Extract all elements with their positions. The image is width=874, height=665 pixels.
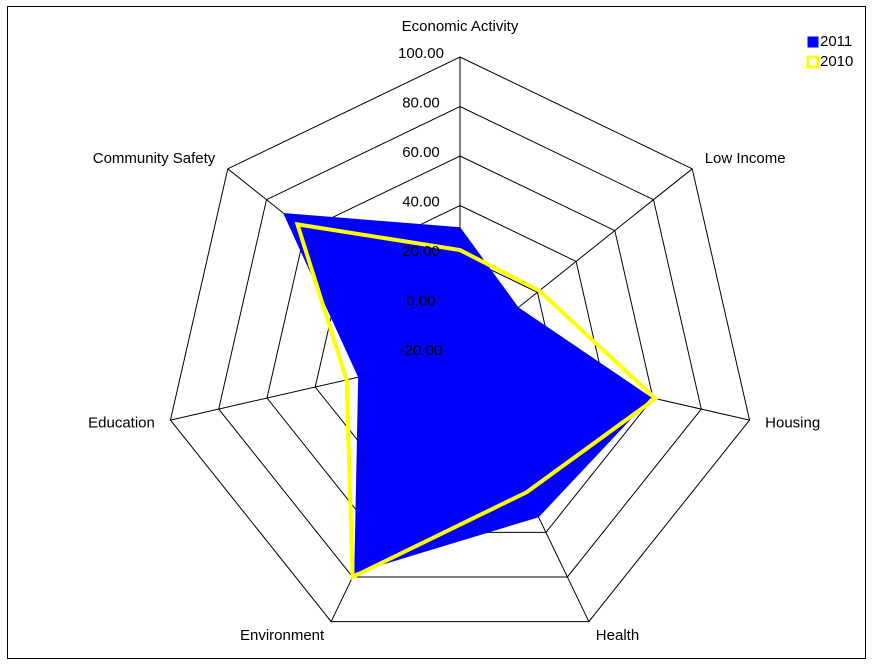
legend-swatch [806, 55, 820, 69]
tick-label: 60.00 [402, 144, 440, 161]
category-label: Low Income [705, 150, 786, 167]
grid-ring [218, 105, 702, 578]
tick-label: 100.00 [398, 45, 444, 62]
series-area [283, 213, 652, 574]
legend-label: 2010 [820, 53, 853, 70]
grid-ring [169, 56, 751, 623]
category-label: Housing [765, 415, 820, 432]
tick-label: 40.00 [402, 193, 440, 210]
series-area [294, 221, 659, 581]
tick-label: -20.00 [400, 342, 443, 359]
tick-label: 20.00 [402, 243, 440, 260]
legend-swatch [807, 36, 819, 48]
category-label: Environment [240, 627, 325, 644]
category-label: Community Safety [93, 150, 216, 167]
legend-label: 2011 [820, 33, 852, 50]
category-label: Education [88, 415, 155, 432]
tick-label: 0.00 [406, 292, 435, 309]
category-label: Health [596, 627, 639, 644]
tick-label: 80.00 [402, 94, 440, 111]
category-label: Economic Activity [402, 18, 519, 35]
